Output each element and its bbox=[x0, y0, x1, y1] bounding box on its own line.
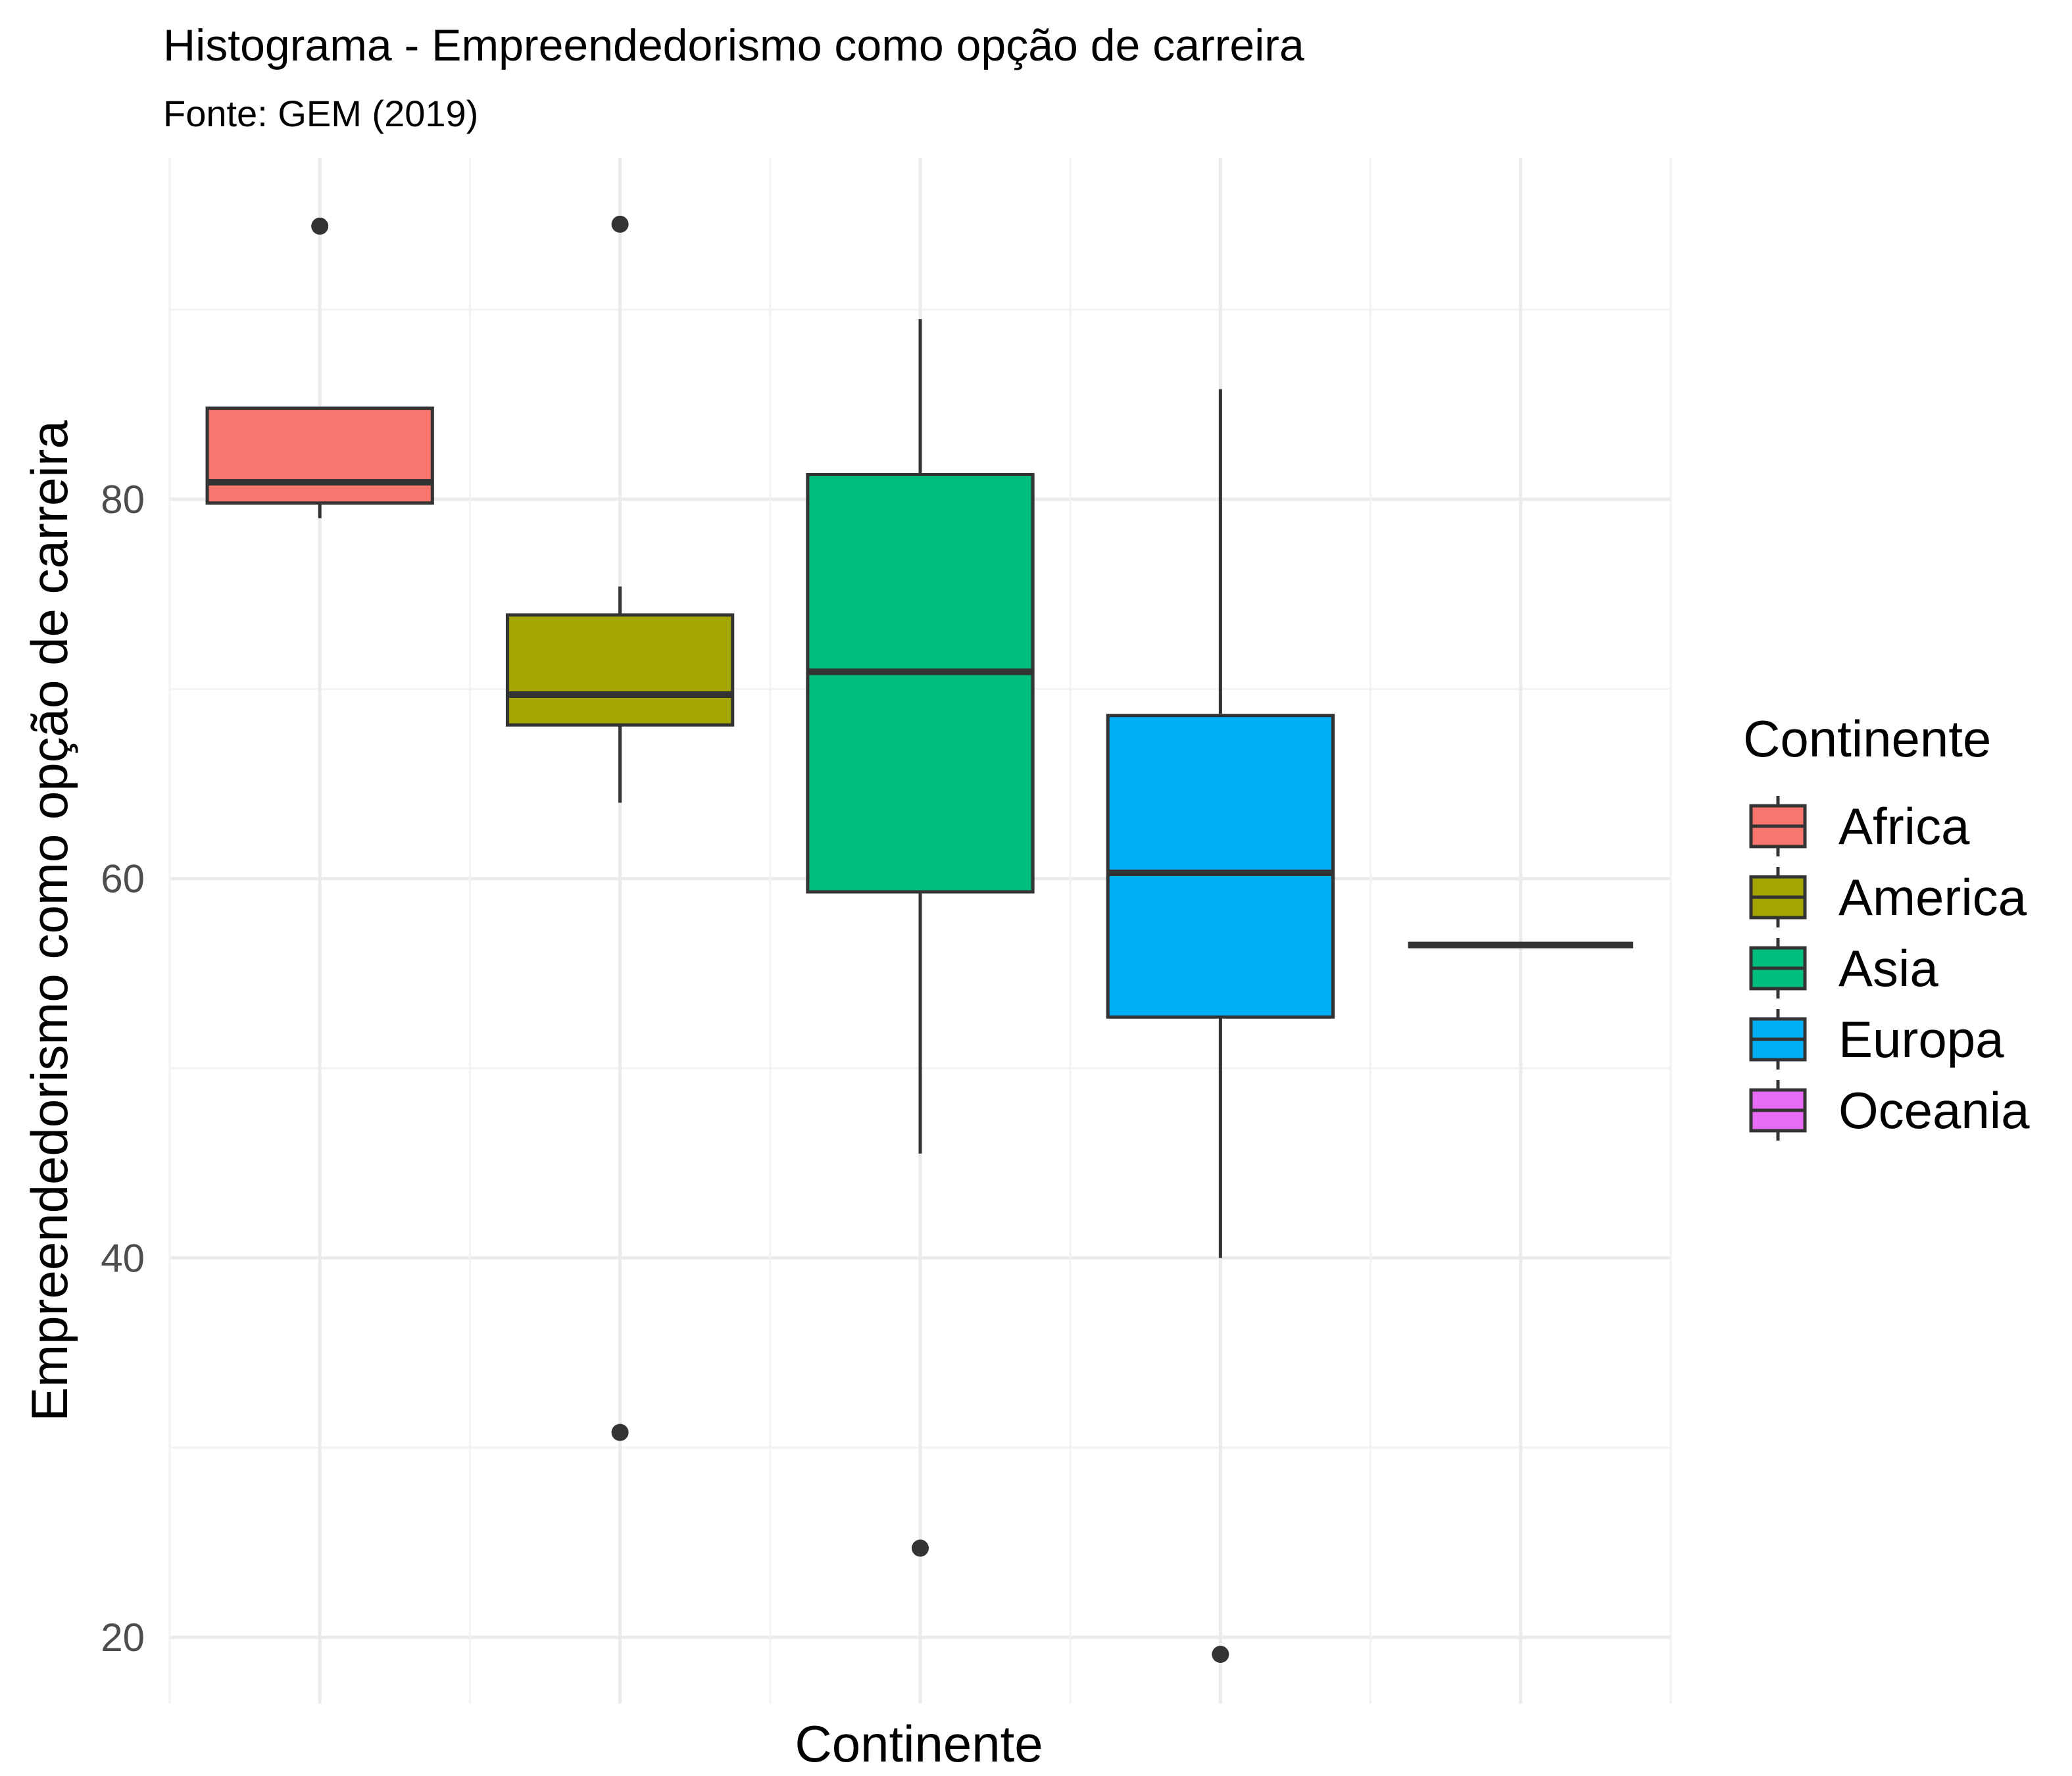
legend-item-africa: Africa bbox=[1749, 796, 1970, 856]
outlier-point bbox=[912, 1539, 929, 1557]
legend-label: Asia bbox=[1838, 939, 1938, 997]
boxes bbox=[205, 215, 1633, 1664]
y-tick-label: 20 bbox=[101, 1616, 145, 1660]
legend-item-oceania: Oceania bbox=[1749, 1080, 2030, 1141]
legend-label: Europa bbox=[1838, 1010, 2004, 1068]
x-axis-title: Continente bbox=[795, 1715, 1043, 1773]
y-tick-label: 60 bbox=[101, 857, 145, 901]
box-asia bbox=[806, 319, 1035, 1557]
outlier-point bbox=[1212, 1646, 1229, 1664]
box-america bbox=[505, 215, 735, 1441]
legend-item-america: America bbox=[1749, 867, 2027, 927]
box-iqr bbox=[505, 613, 735, 727]
y-tick-label: 80 bbox=[101, 478, 145, 522]
legend-item-europa: Europa bbox=[1749, 1009, 2004, 1070]
y-tick-label: 40 bbox=[101, 1236, 145, 1280]
legend-title: Continente bbox=[1743, 710, 1991, 768]
outlier-point bbox=[611, 215, 629, 233]
outlier-point bbox=[311, 217, 329, 235]
box-iqr bbox=[1106, 714, 1335, 1019]
outlier-point bbox=[611, 1423, 629, 1441]
box-europa bbox=[1106, 389, 1335, 1664]
box-iqr bbox=[806, 473, 1035, 894]
legend-label: Africa bbox=[1838, 797, 1970, 855]
y-axis-title: Empreendedorismo como opção de carreira bbox=[20, 420, 78, 1421]
chart-title: Histograma - Empreendedorismo como opção… bbox=[163, 20, 1304, 70]
legend: Continente Africa America Asia Europa Oceani… bbox=[1743, 710, 2030, 1141]
y-axis-ticks: 20 40 60 80 bbox=[101, 478, 145, 1660]
box-iqr bbox=[205, 407, 434, 505]
legend-item-asia: Asia bbox=[1749, 938, 1938, 999]
legend-label: America bbox=[1838, 868, 2027, 926]
box-africa bbox=[205, 217, 434, 518]
chart-subtitle: Fonte: GEM (2019) bbox=[163, 93, 478, 134]
legend-label: Oceania bbox=[1838, 1081, 2030, 1139]
